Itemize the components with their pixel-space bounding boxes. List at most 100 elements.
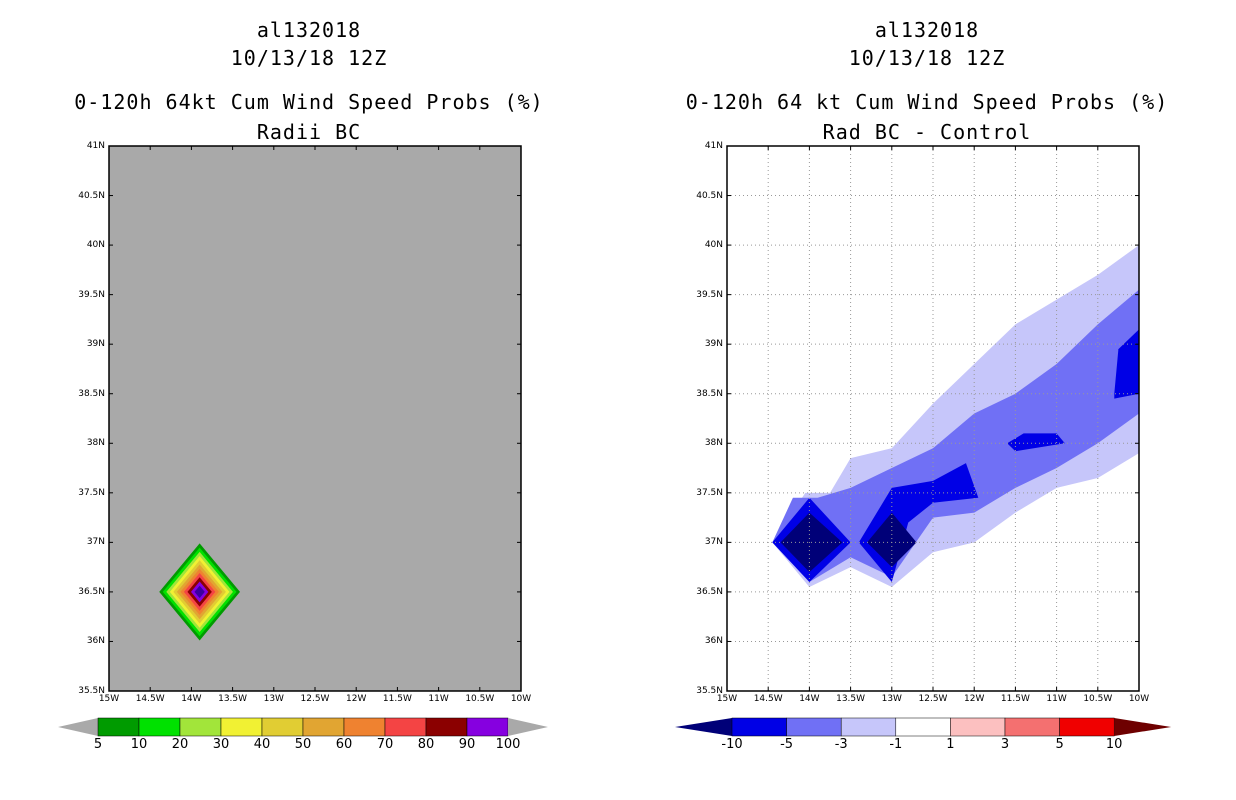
colorbar-label: 3 [1000,737,1010,752]
lon-tick-label: 12W [964,694,985,704]
colorbar-label: -5 [780,737,794,752]
lon-tick-label: 10.5W [1083,694,1113,704]
colorbar-label: 10 [130,737,148,752]
diff-contour [867,512,917,568]
left-map [58,145,548,737]
colorbar-low-arrow [675,718,732,736]
colorbar-swatch [343,717,386,737]
colorbar-label: 5 [93,737,103,752]
left-title-sub: Radii BC [256,120,362,144]
colorbar-high-arrow [1114,718,1172,736]
colorbar-swatch [1004,717,1060,737]
lat-tick-label: 41N [86,141,105,151]
lon-tick-label: 11.5W [1000,694,1030,704]
colorbar-label: 70 [376,737,394,752]
lon-tick-label: 13.5W [218,694,248,704]
lat-tick-label: 38.5N [696,388,723,399]
colorbar-label: 1 [946,737,955,752]
colorbar-label: -3 [834,737,848,752]
colorbar-swatch [731,717,787,737]
lon-tick-label: 15W [98,694,120,704]
lat-tick-label: 36.5N [78,586,105,597]
colorbar-label: 10 [1105,737,1123,752]
lat-tick-label: 39.5N [696,289,723,300]
right-title-storm: al132018 [874,18,980,42]
colorbar-label: 5 [1055,737,1064,752]
colorbar-label: 20 [171,737,189,752]
lon-tick-label: 11W [1046,694,1067,704]
colorbar-label: 40 [253,737,271,752]
diff-contour [1114,329,1139,399]
colorbar-label: 50 [294,737,312,752]
lon-tick-label: 14.5W [753,694,783,704]
colorbar-label: 60 [335,737,353,752]
lon-tick-label: 13W [263,694,284,704]
diff-contour [1007,433,1065,452]
colorbar-swatch [786,717,842,737]
lat-tick-label: 37N [704,537,723,548]
left-title-storm: al132018 [256,18,362,42]
lon-tick-label: 13W [881,694,902,704]
lon-tick-label: 11.5W [382,694,412,704]
colorbar-swatch [302,717,345,737]
lon-tick-label: 12.5W [918,694,948,704]
colorbar-swatch [179,717,222,737]
right-title-date: 10/13/18 12Z [848,46,1006,70]
lon-tick-label: 12.5W [300,694,330,704]
lon-tick-label: 11W [428,694,449,704]
lat-tick-label: 39N [86,339,105,350]
colorbar-label: -10 [721,737,743,752]
lon-tick-label: 10.5W [465,694,495,704]
colorbar-swatch [466,717,509,737]
diff-contour [772,289,1139,582]
lat-tick-label: 38N [86,438,105,449]
colorbar-swatch [138,717,181,737]
left-title-product: 0-120h 64kt Cum Wind Speed Probs (%) [74,90,544,114]
lat-tick-label: 35.5N [696,686,723,696]
prob-contour-100 [194,585,205,599]
lat-tick-label: 36N [704,636,723,647]
colorbar-swatch [895,717,951,737]
lat-tick-label: 35.5N [78,686,105,696]
lon-tick-label: 13.5W [836,694,866,704]
colorbar-swatch [425,717,468,737]
map-background [109,146,521,691]
lat-tick-label: 37.5N [78,487,105,498]
lat-tick-label: 40N [704,240,723,251]
lat-tick-label: 39.5N [78,289,105,300]
colorbar-swatch [220,717,263,737]
lat-tick-label: 40.5N [696,190,723,201]
colorbar-swatch [384,717,427,737]
right-title-sub: Rad BC - Control [822,120,1032,144]
colorbar-swatch [950,717,1006,737]
colorbar-label: 80 [417,737,435,752]
right-map [675,145,1172,737]
lat-tick-label: 40.5N [78,190,105,201]
lon-tick-label: 14.5W [135,694,165,704]
lon-tick-label: 10W [1128,694,1150,704]
lon-tick-label: 15W [716,694,738,704]
colorbar-label: 100 [495,737,521,752]
right-title-product: 0-120h 64 kt Cum Wind Speed Probs (%) [685,90,1169,114]
colorbar-label: -1 [889,737,903,752]
lat-tick-label: 39N [704,339,723,350]
lat-tick-label: 38N [704,438,723,449]
colorbar-low-arrow [58,718,98,736]
colorbar-swatch [840,717,897,737]
left-title-date: 10/13/18 12Z [230,46,388,70]
colorbar-swatch [1059,717,1115,737]
lat-tick-label: 41N [704,141,723,151]
colorbar-label: 90 [458,737,476,752]
lat-tick-label: 36.5N [696,586,723,597]
lon-tick-label: 10W [510,694,532,704]
lon-tick-label: 14W [799,694,820,704]
lon-tick-label: 14W [181,694,202,704]
lat-tick-label: 36N [86,636,105,647]
lat-tick-label: 40N [86,240,105,251]
colorbar-swatch [261,717,304,737]
lat-tick-label: 38.5N [78,388,105,399]
colorbar-swatch [97,717,140,737]
colorbar-high-arrow [508,718,548,736]
lon-tick-label: 12W [346,694,367,704]
colorbar-label: 30 [212,737,230,752]
